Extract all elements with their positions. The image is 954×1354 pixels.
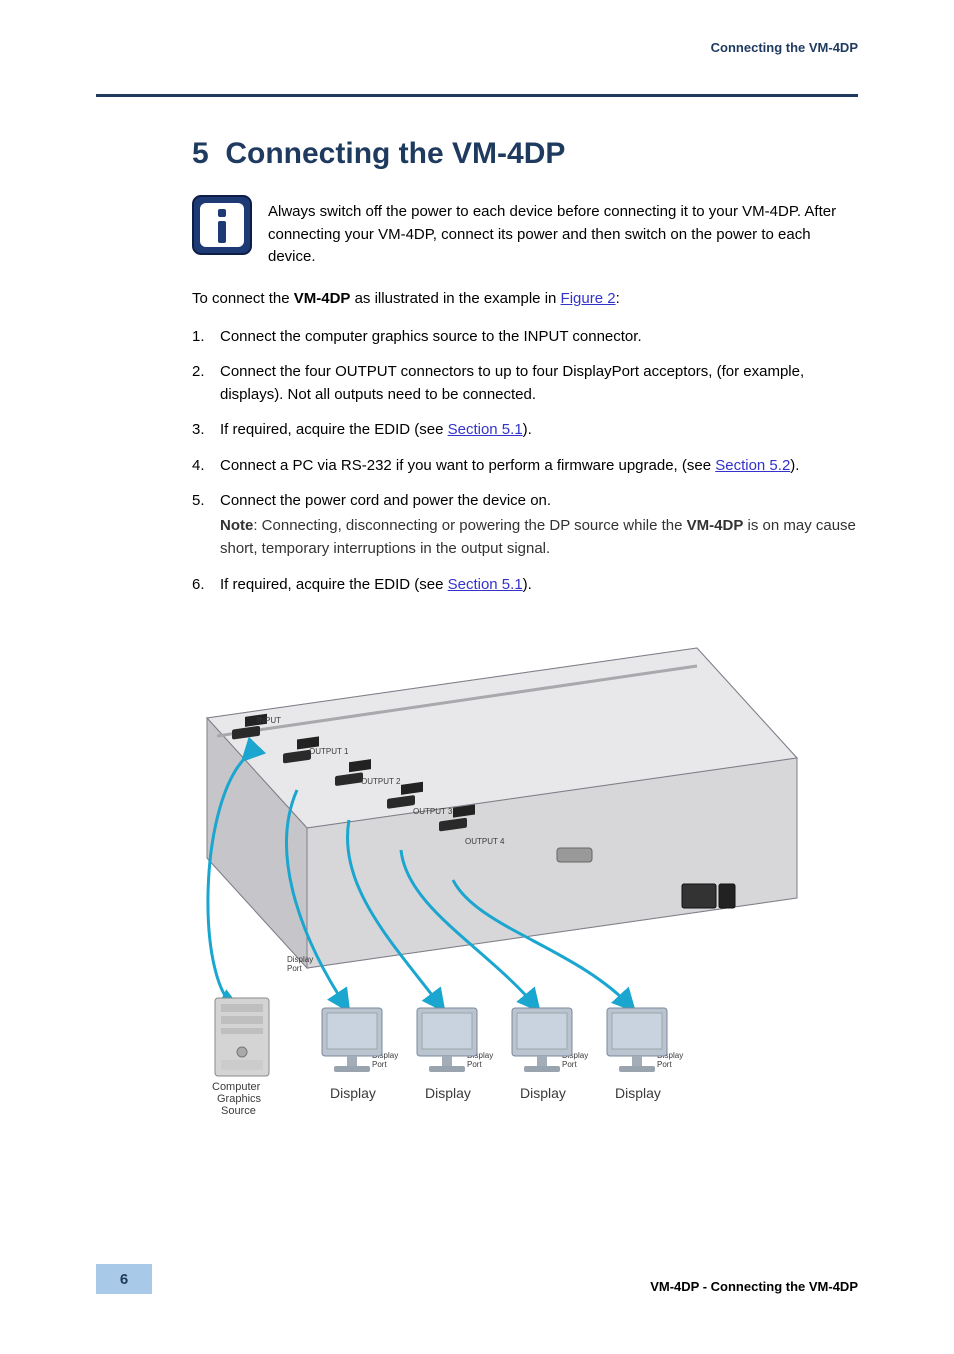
step-1-num: 1. (192, 325, 210, 348)
display-label-1: Display (330, 1085, 376, 1101)
intro-suffix: as illustrated in the example in (350, 290, 560, 307)
step-5-text: Connect the power cord and power the dev… (220, 489, 858, 561)
header-rule (96, 94, 858, 97)
step-4-text: Connect a PC via RS-232 if you want to p… (220, 454, 858, 477)
step-5-note-strong: Note (220, 517, 253, 534)
footer-right-text: VM-4DP - Connecting the VM-4DP (650, 1279, 858, 1294)
steps-list: 1. Connect the computer graphics source … (192, 325, 858, 596)
display-label-3: Display (520, 1085, 566, 1101)
step-3-pre: If required, acquire the EDID (see (220, 421, 448, 438)
step-3-num: 3. (192, 418, 210, 441)
pc-source (215, 998, 269, 1076)
step-3-text: If required, acquire the EDID (see Secti… (220, 418, 858, 441)
step-5-note: Note: Connecting, disconnecting or power… (220, 514, 858, 561)
page-number-badge: 6 (96, 1264, 152, 1294)
step-5: 5. Connect the power cord and power the … (192, 489, 858, 561)
intro-prefix: To connect the (192, 290, 294, 307)
intro-end: : (616, 290, 620, 307)
port-label-out4: OUTPUT 4 (465, 837, 505, 846)
step-2-text: Connect the four OUTPUT connectors to up… (220, 360, 858, 407)
step-4-pre: Connect a PC via RS-232 if you want to p… (220, 457, 715, 474)
step-1-text: Connect the computer graphics source to … (220, 325, 858, 348)
svg-text:Port: Port (562, 1060, 577, 1069)
step-3-after: ). (523, 421, 532, 438)
source-label-l2: Graphics (217, 1093, 262, 1105)
display-label-4: Display (615, 1085, 661, 1101)
section-title-text: Connecting the VM-4DP (225, 137, 565, 170)
svg-text:Display: Display (287, 955, 313, 964)
step-5-note-strong2: VM-4DP (687, 517, 744, 534)
svg-text:Port: Port (287, 964, 302, 973)
step-6-pre: If required, acquire the EDID (see (220, 576, 448, 593)
step-1: 1. Connect the computer graphics source … (192, 325, 858, 348)
step-4-after: ). (790, 457, 799, 474)
step-5-num: 5. (192, 489, 210, 512)
step-5-pre: Connect the power cord and power the dev… (220, 492, 551, 509)
port-label-out3: OUTPUT 3 (413, 807, 453, 816)
connection-diagram: INPUT OUTPUT 1 OUTPUT 2 OUTPUT 3 OUTPUT … (137, 608, 817, 1128)
step-6-text: If required, acquire the EDID (see Secti… (220, 573, 858, 596)
figure-link[interactable]: Figure 2 (561, 290, 616, 307)
source-label-l3: Source (221, 1105, 256, 1117)
svg-text:Port: Port (467, 1060, 482, 1069)
display-label-2: Display (425, 1085, 471, 1101)
step-4-link[interactable]: Section 5.2 (715, 457, 790, 474)
intro-strong: VM-4DP (294, 290, 351, 307)
svg-text:Port: Port (372, 1060, 387, 1069)
section-number: 5 (192, 137, 209, 170)
switch-device: INPUT OUTPUT 1 OUTPUT 2 OUTPUT 3 OUTPUT … (207, 648, 797, 968)
intro-paragraph: To connect the VM-4DP as illustrated in … (192, 287, 858, 311)
step-4: 4. Connect a PC via RS-232 if you want t… (192, 454, 858, 477)
info-callout: Always switch off the power to each devi… (192, 195, 858, 269)
step-3-link[interactable]: Section 5.1 (448, 421, 523, 438)
step-2: 2. Connect the four OUTPUT connectors to… (192, 360, 858, 407)
info-icon (192, 195, 252, 255)
step-6-num: 6. (192, 573, 210, 596)
callout-text: Always switch off the power to each devi… (268, 195, 858, 269)
step-5-note-text: : Connecting, disconnecting or powering … (253, 517, 686, 534)
step-6: 6. If required, acquire the EDID (see Se… (192, 573, 858, 596)
step-3: 3. If required, acquire the EDID (see Se… (192, 418, 858, 441)
port-label-out2: OUTPUT 2 (361, 777, 401, 786)
step-4-num: 4. (192, 454, 210, 477)
section-title: 5 Connecting the VM-4DP (192, 137, 858, 171)
source-label-l1: Computer (212, 1081, 261, 1093)
step-6-after: ). (523, 576, 532, 593)
svg-text:Port: Port (657, 1060, 672, 1069)
page-header-right: Connecting the VM-4DP (711, 40, 858, 55)
step-2-num: 2. (192, 360, 210, 383)
step-6-link[interactable]: Section 5.1 (448, 576, 523, 593)
port-label-out1: OUTPUT 1 (309, 747, 349, 756)
port-label-input: INPUT (257, 716, 281, 725)
